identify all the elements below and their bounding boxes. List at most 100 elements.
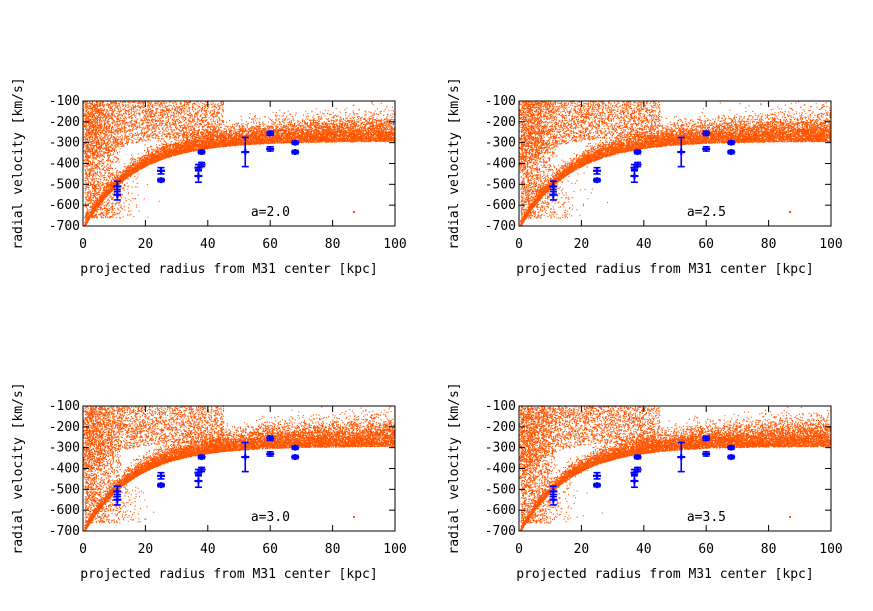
observation-point [157, 482, 165, 488]
y-axis-label: radial velocity [km/s] [11, 77, 26, 249]
y-tick-label: -700 [49, 219, 80, 234]
chart-panel-top-left: 0 20 40 60 80 100-700-600-500-400-300-200-100… [11, 77, 407, 277]
observation-point [157, 168, 165, 174]
y-tick-label: -600 [49, 503, 80, 518]
x-tick-label: 100 [819, 542, 842, 557]
x-tick-label: 0 [515, 542, 523, 557]
observation-point [198, 467, 206, 473]
y-tick-label: -100 [485, 399, 516, 414]
observation-point [634, 162, 642, 168]
observation-point [291, 454, 299, 460]
observation-point [727, 445, 735, 451]
observation-point [630, 475, 638, 488]
x-tick-label: 100 [819, 237, 842, 252]
y-tick-label: -500 [49, 177, 80, 192]
simulation-particles [519, 101, 832, 226]
x-tick-label: 40 [200, 542, 216, 557]
y-tick-label: -700 [485, 524, 516, 539]
legend-marker [353, 211, 355, 213]
observation-point [634, 454, 642, 460]
legend-marker [789, 211, 791, 213]
y-tick-label: -600 [485, 198, 516, 213]
legend-label: a=2.0 [251, 205, 290, 220]
x-tick-label: 80 [761, 237, 777, 252]
x-tick-label: 60 [698, 542, 714, 557]
x-tick-label: 60 [698, 237, 714, 252]
y-tick-label: -400 [485, 462, 516, 477]
x-tick-label: 20 [574, 237, 590, 252]
y-tick-label: -700 [49, 524, 80, 539]
y-tick-label: -300 [49, 441, 80, 456]
x-tick-label: 20 [574, 542, 590, 557]
observation-point [593, 473, 601, 479]
y-tick-label: -200 [49, 115, 80, 130]
x-tick-label: 20 [138, 542, 154, 557]
y-tick-label: -400 [49, 462, 80, 477]
chart-panel-top-right: 0 20 40 60 80 100-700-600-500-400-300-200-100… [447, 77, 843, 277]
y-axis-label: radial velocity [km/s] [11, 382, 26, 554]
y-tick-label: -500 [485, 482, 516, 497]
x-tick-label: 100 [383, 542, 406, 557]
y-tick-label: -300 [485, 441, 516, 456]
y-tick-label: -200 [49, 420, 80, 435]
x-tick-label: 40 [636, 237, 652, 252]
observation-point [593, 482, 601, 488]
observation-point [702, 130, 710, 136]
observation-point [702, 451, 710, 457]
x-axis-label: projected radius from M31 center [kpc] [80, 567, 377, 582]
observation-point [157, 473, 165, 479]
y-tick-label: -500 [49, 482, 80, 497]
observation-point [198, 454, 206, 460]
observation-point [634, 467, 642, 473]
observation-point [157, 177, 165, 183]
observation-point [198, 149, 206, 155]
y-tick-label: -700 [485, 219, 516, 234]
y-axis-label: radial velocity [km/s] [447, 382, 462, 554]
legend-marker [353, 516, 355, 518]
x-tick-label: 80 [325, 542, 341, 557]
simulation-particles [519, 406, 832, 532]
legend-marker [789, 516, 791, 518]
y-tick-label: -100 [485, 94, 516, 109]
legend-label: a=3.0 [251, 510, 290, 525]
y-tick-label: -300 [485, 136, 516, 151]
x-tick-label: 40 [200, 237, 216, 252]
observation-point [266, 146, 274, 152]
y-tick-label: -600 [485, 503, 516, 518]
observation-point [266, 130, 274, 136]
simulation-particles [83, 101, 396, 227]
x-tick-label: 60 [262, 237, 278, 252]
x-tick-label: 20 [138, 237, 154, 252]
observation-point [702, 435, 710, 441]
y-tick-label: -500 [485, 177, 516, 192]
chart-panel-bottom-left: 0 20 40 60 80 100 -700 -600 -500 -400 -300 -200 -100… [11, 382, 407, 582]
x-axis-label: projected radius from M31 center [kpc] [516, 567, 813, 582]
legend-label: a=3.5 [687, 510, 726, 525]
y-axis-label: radial velocity [km/s] [447, 77, 462, 249]
observation-point [266, 451, 274, 457]
x-tick-label: 60 [262, 542, 278, 557]
x-tick-label: 80 [761, 542, 777, 557]
observation-point [291, 140, 299, 146]
y-tick-label: -100 [49, 94, 80, 109]
observation-point [198, 162, 206, 168]
observation-point [266, 435, 274, 441]
y-tick-label: -100 [49, 399, 80, 414]
observation-point [291, 445, 299, 451]
x-tick-label: 0 [79, 542, 87, 557]
y-tick-label: -400 [485, 157, 516, 172]
observation-point [593, 168, 601, 174]
y-tick-label: -200 [485, 420, 516, 435]
simulation-particles [83, 406, 396, 532]
x-tick-label: 100 [383, 237, 406, 252]
x-tick-label: 0 [79, 237, 87, 252]
x-tick-label: 80 [325, 237, 341, 252]
x-axis-label: projected radius from M31 center [kpc] [516, 262, 813, 277]
x-tick-label: 40 [636, 542, 652, 557]
observation-point [702, 146, 710, 152]
observation-point [194, 170, 202, 183]
observation-point [634, 149, 642, 155]
x-axis-label: projected radius from M31 center [kpc] [80, 262, 377, 277]
observation-point [630, 170, 638, 183]
